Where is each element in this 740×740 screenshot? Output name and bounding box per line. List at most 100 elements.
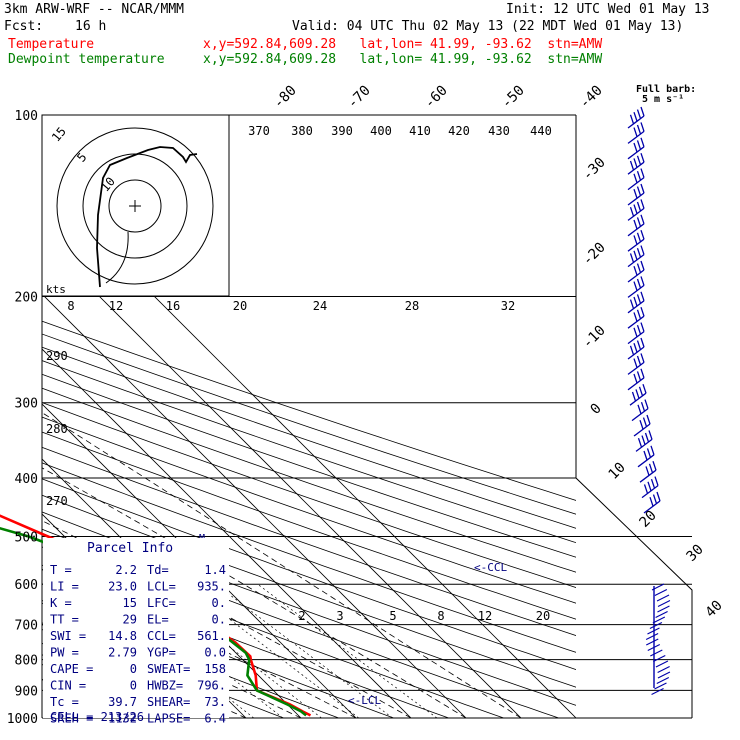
wind-barb-staff: [656, 677, 670, 684]
hodograph-ring: [108, 179, 162, 233]
wind-barb-feather: [640, 183, 645, 194]
wind-barb: [627, 245, 645, 268]
wind-barb-feather: [636, 247, 642, 258]
wind-barb-feather: [633, 111, 638, 122]
parcel-value: 23.0: [108, 580, 137, 594]
wind-barb-feather: [640, 291, 645, 302]
right-temp-label: -10: [580, 323, 609, 352]
wind-barb: [631, 399, 649, 422]
mixing-ratio-label: 2: [298, 609, 305, 623]
wind-barb-feather: [640, 152, 645, 163]
wind-barb-feather: [654, 476, 659, 486]
legend-temperature: Temperature: [8, 37, 95, 52]
parcel-key: LI =: [50, 580, 79, 594]
wind-barb-feather: [633, 296, 638, 307]
hodograph-units: kts: [46, 283, 66, 296]
parcel-value: 2.2: [115, 563, 137, 577]
wind-barb-feather: [640, 322, 645, 332]
moist-adiabat: [42, 412, 522, 718]
wind-barb-feather: [636, 109, 642, 119]
dry-adiabat: [42, 320, 576, 501]
mixing-ratio-label: 20: [536, 609, 550, 623]
wind-barb: [639, 460, 657, 483]
theta-label: 370: [248, 124, 270, 138]
mixing-ratio-label: 8: [437, 609, 444, 623]
top-temp-label: -80: [271, 83, 300, 112]
parcel-value: 39.7: [108, 695, 137, 709]
wind-barb-staff: [631, 408, 649, 422]
parcel-value: 73.: [204, 695, 226, 709]
wind-barb-staff: [627, 115, 645, 129]
parcel-key: HWBZ=: [147, 679, 183, 693]
forecast-hours: 16 h: [75, 19, 107, 34]
dewpoint-profile: [0, 526, 307, 717]
wind-barb: [627, 322, 645, 345]
dry-adiabat: [42, 564, 449, 718]
wind-barb-staff: [633, 423, 651, 437]
wind-barb-staff: [654, 589, 668, 596]
right-temp-label: 0: [588, 401, 605, 418]
wind-barb-staff: [657, 671, 671, 679]
wind-barb-staff: [627, 331, 645, 345]
legend-dewpoint-info: x,y=592.84,609.28 lat,lon= 41.99, -93.62…: [203, 52, 603, 67]
right-boundary: [575, 115, 693, 718]
wind-barb-feather: [636, 278, 642, 289]
parcel-value: 561.: [197, 629, 226, 643]
ccl-marker: <-CCL: [474, 561, 507, 574]
wind-barb-feather: [640, 137, 645, 148]
wind-barb: [635, 430, 653, 452]
theta-label: 380: [291, 124, 313, 138]
wind-barb-staff: [629, 392, 647, 406]
parcel-cell: CELL = 213/26: [50, 710, 144, 724]
wind-barb: [627, 137, 645, 160]
parcel-key: YGP=: [147, 646, 176, 660]
parcel-value: 6.4: [204, 712, 226, 726]
parcel-key: LCL=: [147, 580, 176, 594]
wind-barb-staff: [627, 361, 645, 375]
wind-barb-feather: [629, 160, 635, 171]
speed-tick-label: 24: [313, 299, 327, 313]
parcel-value: 0: [130, 662, 137, 676]
wind-barb-feather: [638, 386, 644, 397]
wind-barb-feather: [636, 140, 642, 150]
wind-barb-staff: [637, 454, 655, 468]
wind-barb-staff: [627, 254, 645, 268]
parcel-key: Td=: [147, 563, 169, 577]
pressure-label: 200: [15, 291, 38, 306]
wind-barb-feather: [641, 435, 646, 445]
model-title: 3km ARW-WRF -- NCAR/MMM: [4, 2, 185, 17]
parcel-value: 0.0: [204, 646, 226, 660]
wind-barb: [629, 383, 647, 406]
wind-barb-feather: [640, 401, 646, 412]
parcel-key: SWEAT=: [147, 662, 190, 676]
wind-barb: [627, 106, 645, 129]
wind-barb: [627, 168, 645, 191]
parcel-key: EL=: [147, 613, 169, 627]
parcel-value: 0.: [212, 596, 226, 610]
parcel-value: 15: [123, 596, 137, 610]
parcel-key: SHEAR=: [147, 695, 190, 709]
adiabat-label: 290: [46, 349, 68, 363]
wind-barb: [627, 214, 645, 237]
wind-barb-staff: [652, 616, 666, 624]
wind-barb-feather: [629, 345, 635, 356]
parcel-key: LFC=: [147, 596, 176, 610]
isotherm: [42, 403, 357, 718]
wind-barb-staff: [654, 682, 667, 690]
mixing-ratio-label: 12: [478, 609, 492, 623]
speed-tick-label: 20: [233, 299, 247, 313]
wind-barb-feather: [636, 124, 642, 135]
wind-barb-feather: [640, 229, 645, 240]
right-temp-label: 10: [606, 460, 629, 483]
wind-barb-feather: [650, 445, 655, 456]
parcel-key: K =: [50, 596, 72, 610]
wind-barb-staff: [657, 605, 670, 613]
wind-barb-feather: [642, 417, 648, 427]
wind-barb-staff: [627, 177, 645, 191]
theta-label: 410: [409, 124, 431, 138]
isotherm: [42, 238, 522, 718]
pressure-label: 500: [15, 530, 38, 545]
dry-adiabat: [42, 583, 394, 718]
wind-barb-feather: [650, 478, 656, 489]
wind-barb-feather: [637, 404, 642, 415]
